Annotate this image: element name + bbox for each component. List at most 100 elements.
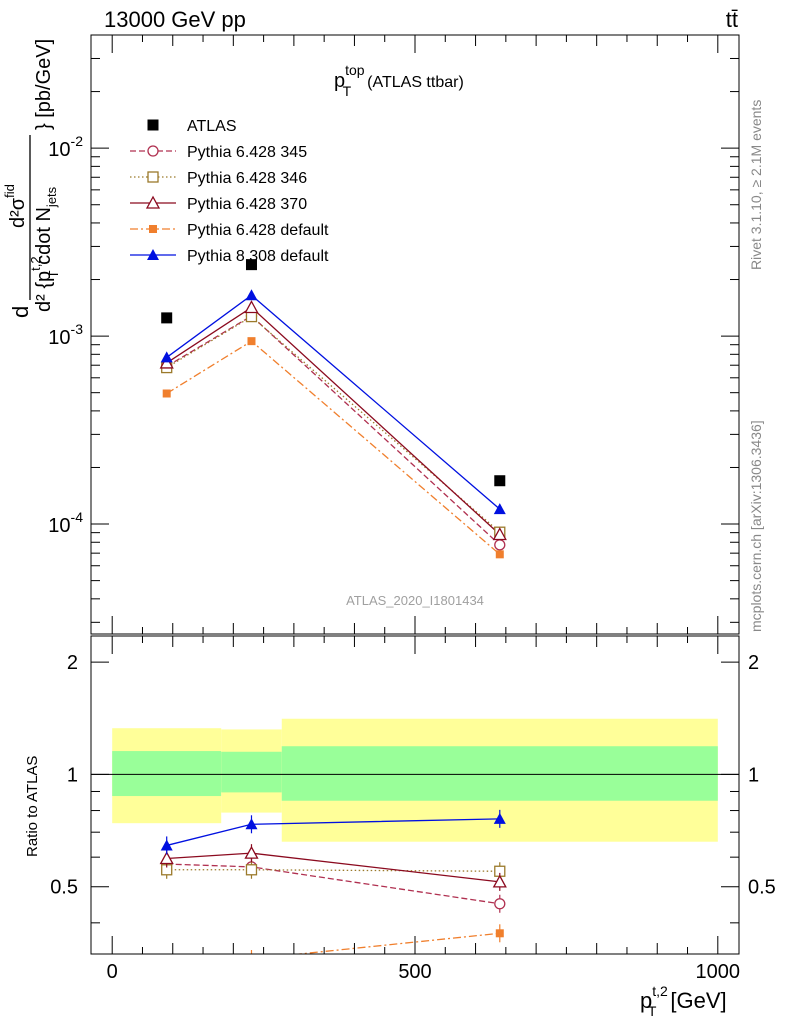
- ratio-point-pythia-6-428-370: [492, 874, 507, 888]
- legend: ATLAS Pythia 6.428 345 Pythia 6.428 346 Pyt…: [130, 118, 329, 265]
- ratio-point-pythia-6-428-370: [159, 851, 174, 865]
- energy-label: 13000 GeV pp: [104, 7, 246, 32]
- data-point-atlas: [494, 475, 506, 487]
- y-label-denom-sub: T: [46, 270, 61, 278]
- y-label-denominator: d² {pt,2T cdot Njets: [28, 186, 61, 312]
- side-label-rivet: Rivet 3.1.10, ≥ 2.1M events: [748, 100, 764, 270]
- data-point-pythia-8-308-default: [245, 289, 258, 301]
- legend-label-pythia-6-428-346: Pythia 6.428 346: [187, 170, 307, 187]
- main-panel: [159, 259, 507, 559]
- ratio-y-tick-label: 0.5: [50, 877, 78, 899]
- ratio-point-pythia-6-428-345: [494, 898, 506, 910]
- legend-marker-pythia-6-428-345: [147, 145, 159, 157]
- data-point-pythia-6-428-370: [244, 300, 259, 314]
- axes: 10-210-310-42 21 10.5 0.50 500 1000: [48, 34, 776, 983]
- ratio-point-pythia-6-428-default: [163, 965, 171, 973]
- y-label-denom-cdot: cdot N: [33, 207, 55, 270]
- data-point-pythia-6-428-default: [162, 389, 171, 398]
- analysis-id: ATLAS_2020_I1801434: [346, 593, 484, 608]
- y-label-denom-d: d² {p: [33, 271, 55, 312]
- data-point-atlas: [161, 312, 173, 324]
- data-point-pythia-6-428-default: [495, 550, 504, 559]
- legend-label-pythia-6-428-default: Pythia 6.428 default: [187, 222, 329, 239]
- data-point-pythia-8-308-default: [160, 351, 173, 363]
- ratio-band-inner: [281, 746, 718, 801]
- y-tick-base: 10: [48, 327, 70, 349]
- data-point-pythia-6-428-370: [492, 527, 507, 541]
- plot-title-main: p: [334, 70, 345, 92]
- x-label-sub: T: [648, 1003, 657, 1019]
- x-axis-label: pt,2 T [GeV]: [640, 983, 727, 1019]
- ratio-line-pythia-6-428-345: [166, 863, 500, 905]
- legend-marker-atlas: [147, 119, 159, 131]
- plot-title-sub: T: [343, 83, 352, 99]
- y-label-denom-jets: jets: [44, 186, 59, 208]
- y-tick-base: 10: [48, 139, 70, 161]
- main-y-tick-label: 10-2: [48, 133, 83, 161]
- x-label-unit: [GeV]: [670, 988, 726, 1013]
- plot-title: ptop T (ATLAS ttbar): [334, 62, 464, 99]
- y-label-d: d: [8, 306, 33, 318]
- ratio-panel: [91, 718, 739, 973]
- main-y-tick-label: 10-4: [48, 509, 83, 537]
- series-line-pythia-6-428-345: [166, 315, 501, 546]
- legend-marker-pythia-8-308-default: [147, 249, 159, 260]
- main-y-tick-label: 10-3: [48, 321, 83, 349]
- ratio-point-pythia-8-308-default: [245, 818, 258, 830]
- ratio-line-pythia-6-428-346: [166, 869, 500, 872]
- ratio-y-tick-label: 1: [67, 764, 78, 786]
- side-label-mcplots: mcplots.cern.ch [arXiv:1306.3436]: [748, 420, 764, 632]
- y-label-unit: } [pb/GeV]: [33, 39, 55, 130]
- main-panel-plot-area: [159, 259, 507, 559]
- data-point-atlas: [245, 259, 257, 271]
- y-label-fid: fid: [2, 184, 17, 198]
- x-tick-label: 0: [107, 961, 118, 983]
- x-tick-label: 1000: [696, 961, 741, 983]
- series-line-pythia-6-428-370: [166, 306, 501, 535]
- data-point-pythia-6-428-345: [494, 539, 506, 551]
- ratio-band-inner: [112, 751, 222, 797]
- ratio-y-tick-label-right: 0.5: [748, 877, 776, 899]
- y-tick-exponent: -4: [71, 509, 84, 525]
- ratio-point-pythia-6-428-346: [245, 864, 258, 876]
- ratio-line-pythia-6-428-default: [293, 932, 500, 954]
- ratio-point-pythia-6-428-default: [495, 929, 504, 938]
- ratio-point-pythia-8-308-default: [160, 839, 173, 851]
- x-tick-label: 500: [398, 961, 431, 983]
- plot-title-rest: (ATLAS ttbar): [367, 74, 464, 91]
- y-label-sigma: d²σ: [7, 197, 29, 228]
- data-point-pythia-8-308-default: [493, 503, 506, 515]
- process-label: tt̄: [726, 7, 738, 32]
- legend-label-pythia-8-308-default: Pythia 8.308 default: [187, 248, 329, 265]
- x-label-sup: t,2: [652, 983, 668, 999]
- y-label-numerator: d²σfid: [2, 184, 29, 228]
- legend-label-atlas: ATLAS: [187, 118, 237, 135]
- ratio-point-pythia-8-308-default: [493, 812, 506, 824]
- plot-title-sup: top: [345, 62, 365, 78]
- main-y-axis-label: d d²σfid d² {pt,2T cdot Njets } [pb/GeV]: [2, 39, 61, 318]
- y-tick-exponent: -2: [71, 133, 84, 149]
- x-label-main: p: [640, 988, 652, 1013]
- legend-marker-pythia-6-428-370: [145, 195, 161, 209]
- ratio-y-tick-label-right: 2: [748, 652, 759, 674]
- ratio-line-pythia-6-428-370: [166, 852, 500, 883]
- y-tick-base: 10: [48, 515, 70, 537]
- ratio-point-pythia-6-428-default: [247, 955, 255, 963]
- series-line-pythia-6-428-346: [166, 315, 501, 533]
- ratio-y-axis-label: Ratio to ATLAS: [24, 756, 41, 857]
- ratio-panel-plot-area: [91, 718, 739, 973]
- data-point-pythia-6-428-default: [247, 337, 256, 346]
- legend-label-pythia-6-428-345: Pythia 6.428 345: [187, 144, 307, 161]
- y-tick-exponent: -3: [71, 321, 84, 337]
- legend-label-pythia-6-428-370: Pythia 6.428 370: [187, 196, 307, 213]
- ratio-y-tick-label: 2: [67, 652, 78, 674]
- series-line-pythia-8-308-default: [166, 294, 501, 510]
- ratio-band-inner: [221, 751, 282, 793]
- legend-marker-pythia-6-428-346: [147, 171, 159, 183]
- ratio-y-tick-label-right: 1: [748, 764, 759, 786]
- y-label-denom-sup: t,2: [28, 256, 43, 270]
- legend-marker-pythia-6-428-default: [149, 225, 157, 233]
- ratio-point-pythia-6-428-370: [244, 845, 259, 859]
